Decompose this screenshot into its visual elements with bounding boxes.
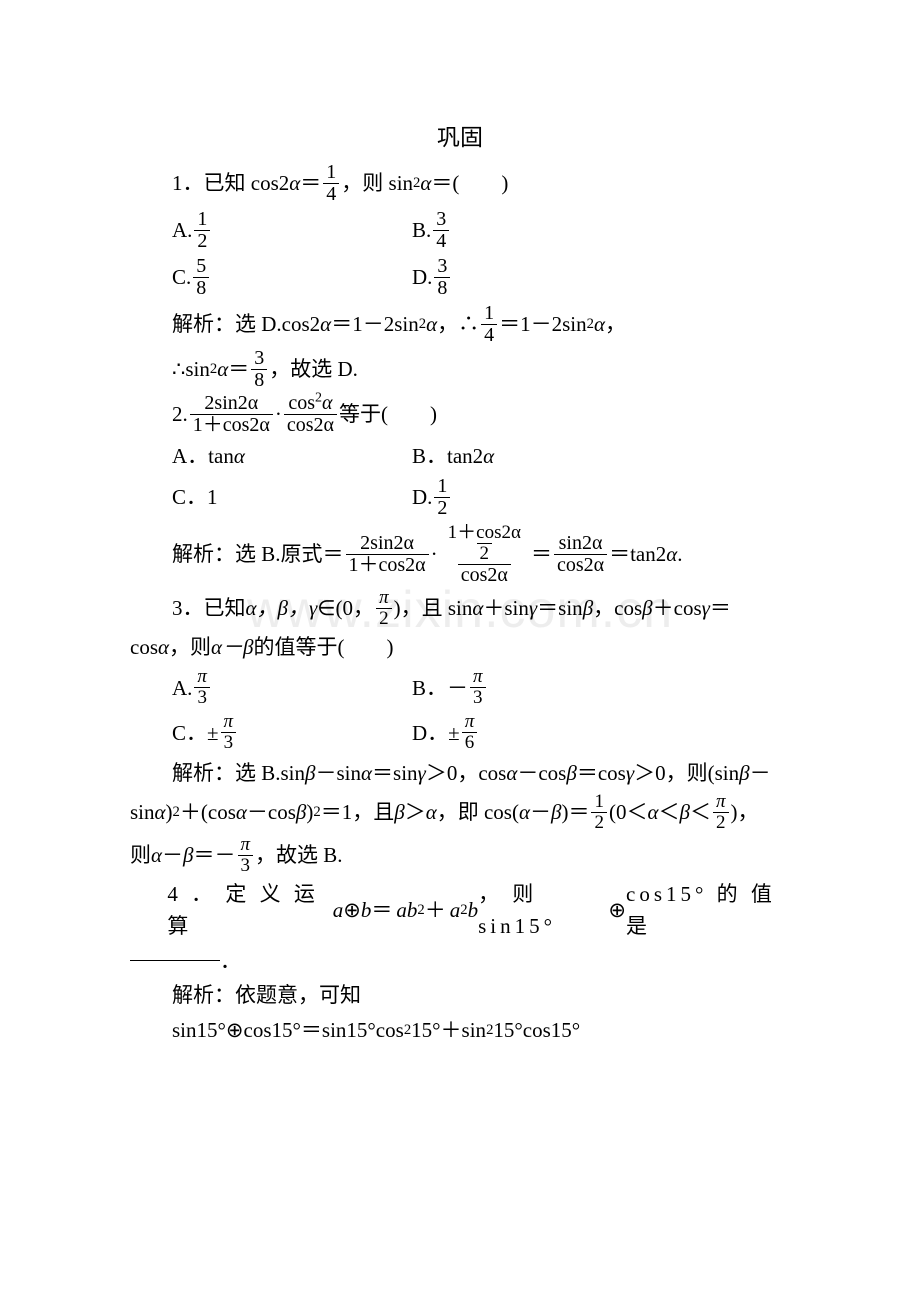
- alpha2: α: [420, 167, 431, 200]
- q3-opt-a: A. π3: [172, 667, 412, 708]
- eq: ＝: [300, 167, 321, 200]
- q2-opt-b: B．tan2α: [412, 440, 494, 473]
- q1-opts-cd: C. 58 D. 38: [172, 254, 790, 301]
- q3-sol-3: 则 α －β ＝－ π3 ，故选 B.: [130, 835, 790, 876]
- q1-t3: ＝( ): [431, 167, 508, 200]
- blank-fill: [130, 960, 220, 961]
- q2-opt-c: C．1: [172, 476, 412, 519]
- q2-opts-ab: A．tanα B．tan2α: [172, 438, 790, 475]
- page-title: 巩固: [130, 120, 790, 156]
- q3-sol-2: sinα )2 ＋(cosα －cosβ )2 ＝1，且 β ＞α ，即 cos…: [130, 792, 790, 833]
- q2-opt-a: A．tanα: [172, 440, 412, 473]
- q3-opt-c: C．± π3: [172, 712, 412, 753]
- q1-sol-1: 解析：选 D.cos2α ＝1－2sin2α ，∴ 14 ＝1－2sin2α ，: [130, 303, 790, 346]
- q4-sol-1: 解析：依题意，可知: [130, 979, 790, 1012]
- q4-stem-2: ．: [130, 945, 790, 978]
- q2-stem: 2. 2sin2α 1＋cos2α · cos2α cos2α 等于( ): [130, 393, 790, 436]
- q3-opts-ab: A. π3 B．－ π3: [172, 665, 790, 710]
- q4-sol-2: sin15° ⊕ cos15°＝sin15°cos2 15°＋sin2 15°c…: [130, 1014, 790, 1047]
- q1-stem: 1 ．已知 cos2 α ＝ 1 4 ，则 sin 2 α ＝( ): [130, 162, 790, 205]
- q2-opt-d: D. 12: [412, 476, 452, 519]
- alpha: α: [289, 167, 300, 200]
- q3-stem-2: cosα ，则 α－β 的值等于( ): [130, 631, 790, 664]
- q4-stem-1: 4 ． 定 义 运 算 a ⊕ b ＝ ab2 ＋ a2b ， 则 sin15°…: [130, 878, 790, 943]
- q1-num: 1: [172, 167, 183, 200]
- q1-opt-c: C. 58: [172, 256, 412, 299]
- q3-sol-1: 解析：选 B.sinβ －sinα ＝sinγ ＞0，cosα －cosβ ＝c…: [130, 757, 790, 790]
- q3-opts-cd: C．± π3 D．± π6: [172, 710, 790, 755]
- q3-opt-d: D．± π6: [412, 712, 479, 753]
- q2-opts-cd: C．1 D. 12: [172, 474, 790, 521]
- page: www.zixin.com.cn 巩固 1 ．已知 cos2 α ＝ 1 4 ，…: [0, 0, 920, 1302]
- q1-sol-2: ∴sin2α ＝ 38 ，故选 D.: [130, 348, 790, 391]
- q1-t1: ．已知 cos2: [183, 167, 290, 200]
- q3-opt-b: B．－ π3: [412, 667, 488, 708]
- q1-opt-b: B. 34: [412, 209, 451, 252]
- frac-1-4: 1 4: [323, 162, 339, 205]
- q3-stem-1: 3．已知 α，β，γ ∈(0， π2 )，且 sinα ＋sinγ ＝sinβ …: [130, 588, 790, 629]
- q1-opt-d: D. 38: [412, 256, 452, 299]
- q1-opt-a: A. 12: [172, 209, 412, 252]
- q2-sol: 解析：选 B.原式＝ 2sin2α 1＋cos2α · 1＋cos2α 2 co…: [130, 523, 790, 586]
- q1-opts-ab: A. 12 B. 34: [172, 207, 790, 254]
- q1-t2: ，则 sin: [341, 167, 413, 200]
